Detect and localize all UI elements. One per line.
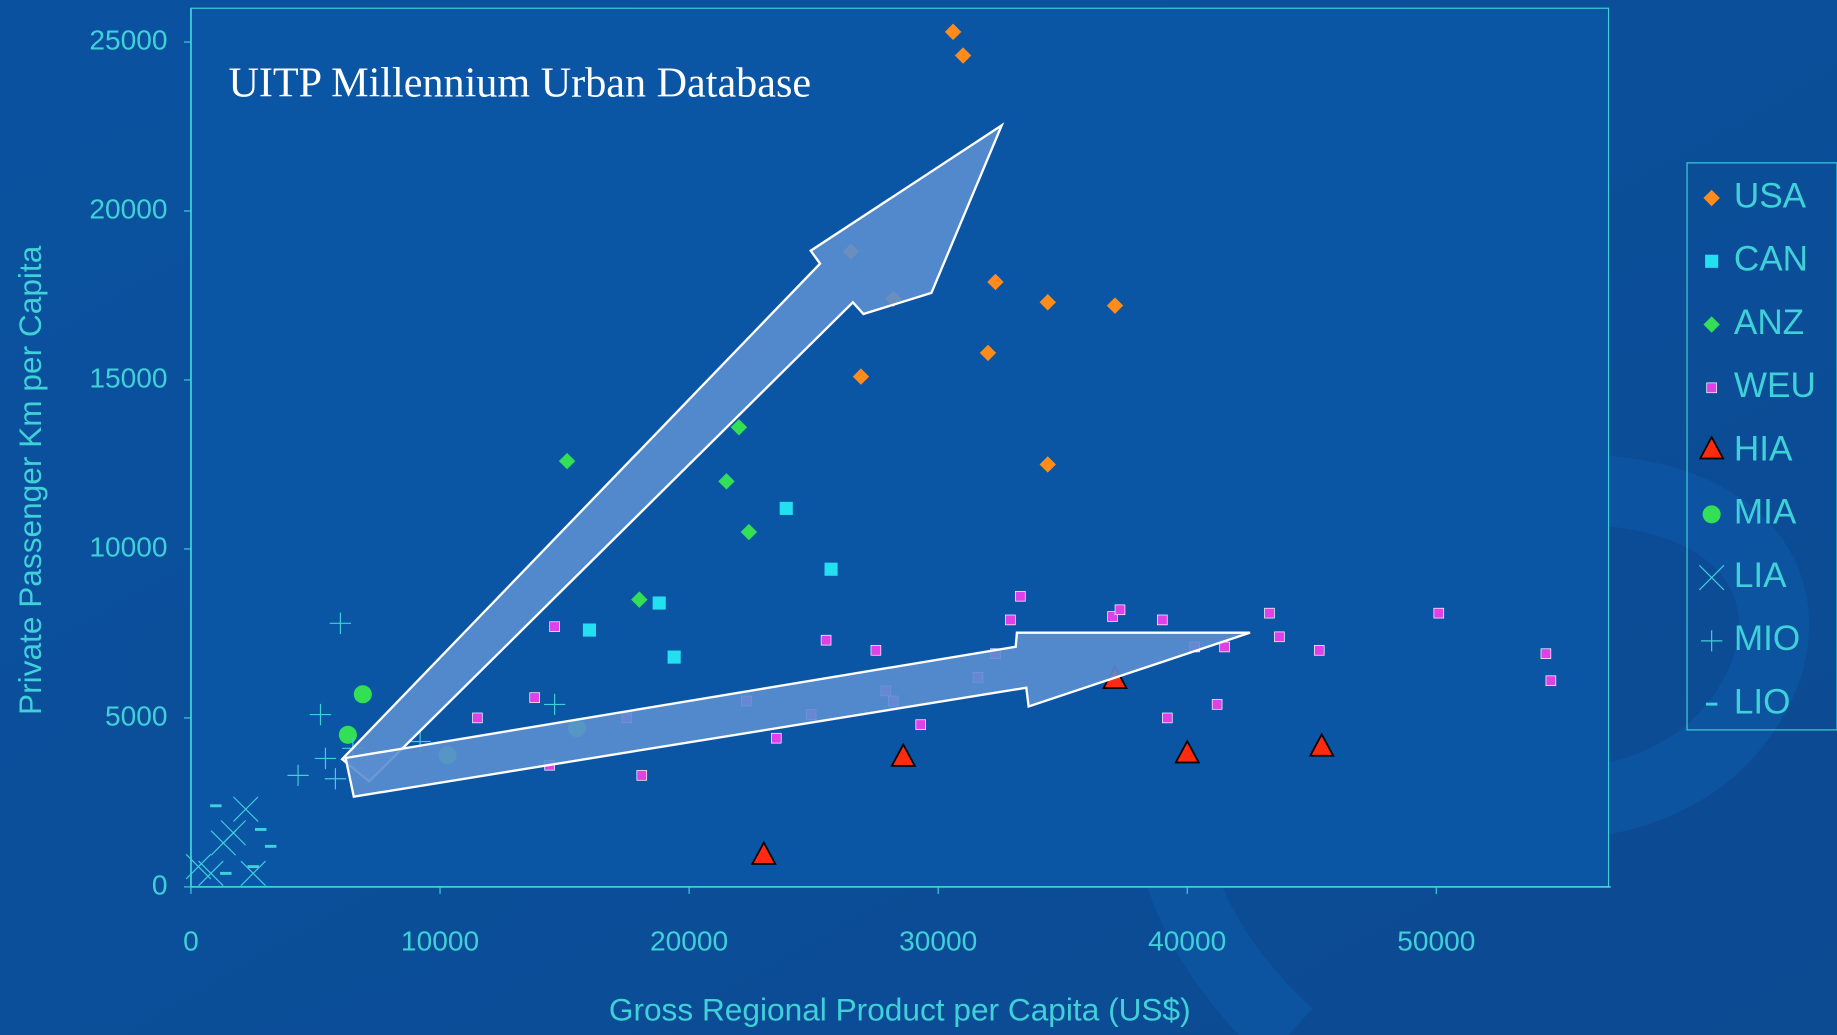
marker [1005,615,1015,625]
legend-label: WEU [1734,366,1816,405]
x-tick-label: 40000 [1148,926,1226,957]
marker [1157,615,1167,625]
y-tick-label: 20000 [89,193,167,224]
chart: UITP Millennium Urban Database Gross Reg… [0,0,1837,1035]
legend-label: LIA [1734,556,1787,595]
legend-marker [1707,383,1717,393]
legend-label: HIA [1734,429,1793,468]
x-axis-title: Gross Regional Product per Capita (US$) [609,992,1191,1028]
marker [583,623,596,636]
marker [1265,608,1275,618]
marker [1212,699,1222,709]
legend-label: LIO [1734,682,1791,721]
marker [550,622,560,632]
legend-label: MIO [1734,619,1800,658]
y-tick-label: 15000 [89,362,167,393]
x-tick-label: 10000 [401,926,479,957]
marker [916,720,926,730]
y-tick-label: 25000 [89,24,167,55]
marker [780,502,793,515]
annotation: UITP Millennium Urban Database [228,59,811,106]
marker [1015,591,1025,601]
legend-label: USA [1734,176,1807,215]
legend-label: CAN [1734,240,1808,279]
y-tick-label: 5000 [105,700,168,731]
legend-marker [1705,255,1718,268]
marker [653,596,666,609]
marker [1546,676,1556,686]
marker [1115,605,1125,615]
marker [1162,713,1172,723]
marker [821,635,831,645]
legend-label: ANZ [1734,303,1804,342]
marker [1434,608,1444,618]
y-tick-label: 0 [152,869,168,900]
page: {"chart_data": {"type": "scatter", "anno… [0,0,1837,1035]
x-tick-label: 20000 [650,926,728,957]
marker [871,645,881,655]
marker [1314,645,1324,655]
marker [1541,649,1551,659]
x-tick-label: 50000 [1397,926,1475,957]
legend-label: MIA [1734,493,1797,532]
legend-marker [1703,505,1721,523]
marker [530,693,540,703]
marker [354,685,372,703]
x-tick-label: 0 [183,926,199,957]
marker [668,651,681,664]
x-tick-label: 30000 [899,926,977,957]
marker [771,733,781,743]
y-axis-title: Private Passenger Km per Capita [12,245,48,715]
marker [637,770,647,780]
marker [1274,632,1284,642]
marker [825,563,838,576]
marker [339,726,357,744]
marker [472,713,482,723]
y-tick-label: 10000 [89,531,167,562]
